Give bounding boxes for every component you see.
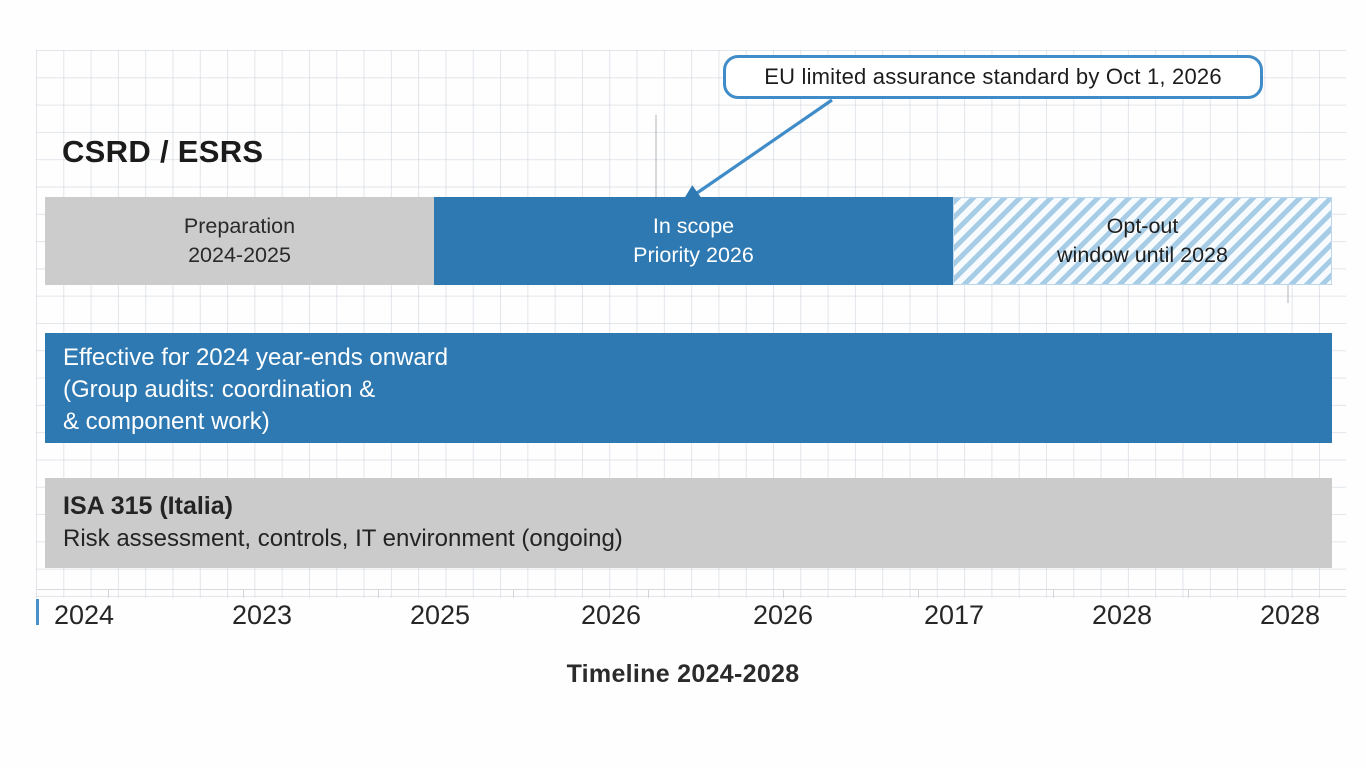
effective-bar-line1: Effective for 2024 year-ends onward xyxy=(63,344,449,371)
callout-box: EU limited assurance standard by Oct 1, … xyxy=(723,55,1263,99)
phase-label-line2: 2024-2025 xyxy=(188,243,291,267)
axis-year-label: 2017 xyxy=(923,600,985,630)
phase-label-line1: Preparation xyxy=(183,214,296,238)
grid-accent-line xyxy=(655,115,657,197)
section-heading: CSRD / ESRS xyxy=(62,134,264,169)
axis-ticks xyxy=(36,590,1346,598)
phase-label-line2: Priority 2026 xyxy=(633,243,754,267)
effective-bar-line2: (Group audits: coordination & xyxy=(63,376,376,403)
effective-bar: Effective for 2024 year-ends onward (Gro… xyxy=(45,333,1332,443)
isa315-bar: ISA 315 (Italia) Risk assessment, contro… xyxy=(45,478,1332,568)
timeline-title: Timeline 2024-2028 xyxy=(566,660,800,688)
axis-year-label: 2026 xyxy=(752,600,814,630)
axis-year-label: 2025 xyxy=(409,600,471,630)
phase-label-line1: In scope xyxy=(652,214,735,238)
axis-year-label: 2028 xyxy=(1091,600,1153,630)
phase-segment-preparation: Preparation 2024-2025 xyxy=(45,197,434,285)
phase-label-line2: window until 2028 xyxy=(1057,243,1228,267)
axis-year-label: 2024 xyxy=(53,600,115,630)
axis-year-label: 2026 xyxy=(580,600,642,630)
axis-year-label: 2028 xyxy=(1259,600,1321,630)
isa315-bar-subtitle: Risk assessment, controls, IT environmen… xyxy=(63,525,623,552)
callout-arrow-icon xyxy=(681,98,833,204)
axis-origin-tick xyxy=(36,599,39,625)
axis-line xyxy=(36,589,1346,590)
phase-label-line1: Opt-out xyxy=(1106,214,1179,238)
isa315-bar-title: ISA 315 (Italia) xyxy=(63,492,233,520)
phase-segment-in-scope: In scope Priority 2026 xyxy=(434,197,953,285)
axis-year-label: 2023 xyxy=(231,600,293,630)
callout-text: EU limited assurance standard by Oct 1, … xyxy=(764,64,1222,89)
phase-segment-opt-out: Opt-out window until 2028 xyxy=(953,197,1332,285)
effective-bar-line3: & component work) xyxy=(63,408,270,435)
